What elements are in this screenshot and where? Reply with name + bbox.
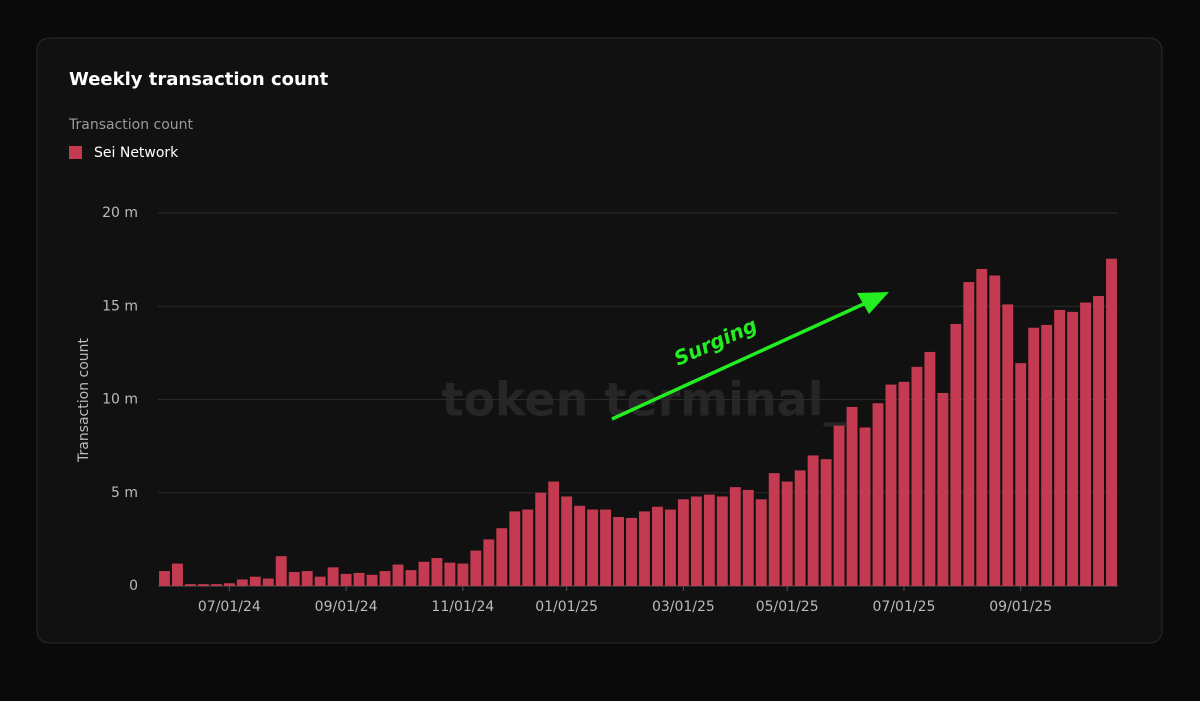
subtitle: Transaction count bbox=[68, 117, 194, 133]
bar bbox=[522, 509, 534, 586]
bar bbox=[392, 564, 404, 586]
bar bbox=[937, 392, 949, 586]
x-tick-label: 01/01/25 bbox=[535, 599, 598, 615]
bar bbox=[677, 499, 689, 586]
y-tick-label: 0 bbox=[129, 578, 138, 594]
legend-swatch bbox=[69, 146, 82, 159]
x-tick-label: 09/01/25 bbox=[989, 599, 1052, 615]
bar bbox=[366, 574, 378, 586]
bar bbox=[561, 496, 573, 586]
annotation-arrowhead bbox=[857, 292, 889, 314]
chart-title: Weekly transaction count bbox=[69, 69, 329, 90]
bar bbox=[379, 571, 391, 586]
bar bbox=[353, 572, 365, 586]
y-tick-label: 5 m bbox=[111, 485, 138, 501]
bar bbox=[924, 351, 936, 586]
bar bbox=[989, 275, 1001, 586]
bar bbox=[1015, 363, 1027, 586]
bar bbox=[457, 563, 469, 586]
bar bbox=[833, 425, 845, 586]
bar bbox=[664, 509, 676, 586]
y-axis-label: Transaction count bbox=[76, 337, 92, 463]
bar bbox=[1028, 327, 1040, 586]
bar bbox=[262, 578, 274, 586]
bar bbox=[885, 384, 897, 586]
bar bbox=[197, 584, 209, 586]
bar bbox=[1080, 302, 1092, 586]
bar bbox=[405, 570, 417, 586]
bar bbox=[820, 459, 832, 586]
bar bbox=[509, 511, 521, 586]
bar bbox=[184, 584, 196, 586]
bar bbox=[794, 470, 806, 586]
bar bbox=[781, 481, 793, 586]
y-tick-label: 15 m bbox=[102, 298, 138, 314]
bar bbox=[535, 492, 547, 586]
bar bbox=[950, 323, 962, 586]
bar bbox=[729, 487, 741, 586]
bar bbox=[872, 403, 884, 586]
bar bbox=[742, 489, 754, 586]
bar bbox=[626, 517, 637, 586]
bar bbox=[301, 571, 313, 586]
bar bbox=[898, 381, 910, 586]
bar bbox=[703, 494, 715, 586]
bar bbox=[249, 576, 261, 586]
bar bbox=[431, 558, 443, 586]
x-tick-label: 05/01/25 bbox=[756, 599, 819, 615]
bar bbox=[1041, 324, 1053, 586]
x-tick-label: 07/01/25 bbox=[873, 599, 936, 615]
bar bbox=[587, 509, 599, 586]
bar bbox=[574, 505, 586, 586]
bar bbox=[639, 511, 650, 586]
bar bbox=[327, 567, 339, 586]
bar bbox=[1054, 309, 1066, 586]
bar bbox=[1002, 304, 1014, 586]
bar bbox=[159, 571, 170, 586]
bar bbox=[172, 563, 183, 586]
bar bbox=[600, 509, 612, 586]
bar bbox=[755, 499, 767, 586]
bar bbox=[275, 556, 287, 586]
bar bbox=[768, 473, 780, 586]
bar bbox=[911, 366, 923, 586]
bar bbox=[613, 516, 624, 586]
bar bbox=[963, 282, 975, 586]
x-tick-label: 09/01/24 bbox=[315, 599, 378, 615]
bar bbox=[470, 550, 482, 586]
bar bbox=[236, 579, 248, 586]
annotation-arrow bbox=[611, 300, 869, 421]
x-tick-label: 03/01/25 bbox=[652, 599, 715, 615]
bar bbox=[444, 562, 456, 586]
bar bbox=[859, 427, 871, 586]
bar bbox=[1106, 258, 1117, 586]
bar bbox=[223, 583, 235, 586]
bar bbox=[496, 528, 508, 586]
legend-label: Sei Network bbox=[94, 145, 179, 161]
x-tick-label: 07/01/24 bbox=[198, 599, 261, 615]
bar bbox=[548, 481, 560, 586]
bar bbox=[483, 539, 495, 586]
bar bbox=[1093, 295, 1104, 586]
bar bbox=[716, 496, 728, 586]
bar bbox=[210, 584, 222, 586]
bar bbox=[418, 561, 430, 586]
bar bbox=[314, 576, 326, 586]
bar bbox=[976, 268, 988, 586]
bar bbox=[340, 573, 352, 586]
x-tick-label: 11/01/24 bbox=[431, 599, 494, 615]
bar bbox=[288, 572, 300, 586]
bar bbox=[846, 406, 858, 586]
bar bbox=[1067, 311, 1079, 586]
y-tick-label: 10 m bbox=[102, 392, 138, 408]
y-tick-label: 20 m bbox=[102, 205, 138, 221]
bar bbox=[690, 496, 702, 586]
bar bbox=[652, 506, 663, 586]
bar bbox=[807, 455, 819, 586]
